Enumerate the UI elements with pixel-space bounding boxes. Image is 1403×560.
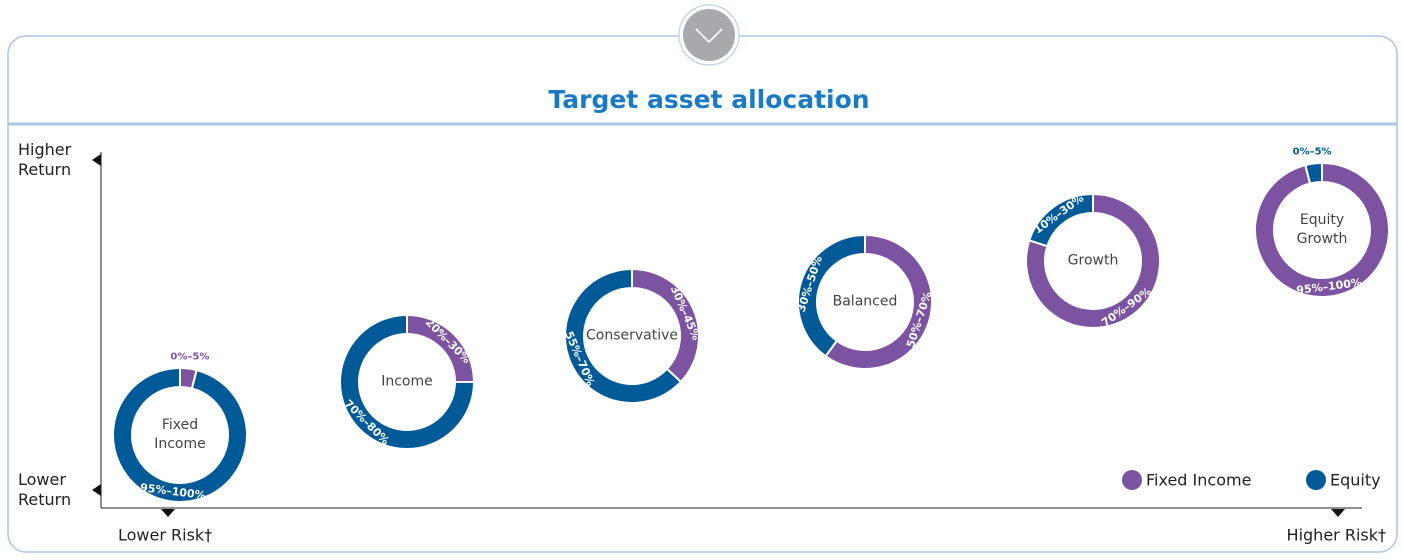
portfolio-name: Equity Growth <box>1296 212 1348 247</box>
donut-segment <box>1025 192 1161 329</box>
donut-segment <box>1028 192 1094 248</box>
legend-label: Fixed Income <box>1146 471 1251 490</box>
legend-swatch <box>1306 470 1326 490</box>
portfolio-name: Growth <box>1067 252 1119 269</box>
donut-segment <box>112 366 248 503</box>
axis-arrow <box>161 509 175 517</box>
portfolio-name: Fixed Income <box>154 417 206 452</box>
chart-title: Target asset allocation <box>548 85 869 114</box>
donut-segment <box>824 233 933 370</box>
legend-label: Equity <box>1330 471 1381 490</box>
axis-arrow <box>92 154 101 166</box>
y-axis-label: Higher Return <box>18 140 72 179</box>
x-axis-label: Lower Risk† <box>118 526 212 545</box>
segment-label: 0%–5% <box>1293 147 1332 158</box>
portfolio-name: Balanced <box>832 293 898 310</box>
donut-segment <box>1254 161 1390 298</box>
axis-arrow <box>92 484 101 496</box>
segment-label: 0%–5% <box>170 352 209 363</box>
donut-segment <box>797 233 866 358</box>
donut-segment <box>1304 161 1323 185</box>
portfolio-name: Conservative <box>586 327 679 344</box>
donut-segment <box>564 267 683 404</box>
axis-arrow <box>1331 509 1345 517</box>
legend-swatch <box>1122 470 1142 490</box>
chevron-icon <box>695 28 723 44</box>
toggle-button[interactable] <box>683 9 735 61</box>
y-axis-label: Lower Return <box>18 470 72 509</box>
x-axis-label: Higher Risk† <box>1287 526 1386 545</box>
donut-segment <box>339 313 476 450</box>
portfolio-name: Income <box>381 373 433 390</box>
